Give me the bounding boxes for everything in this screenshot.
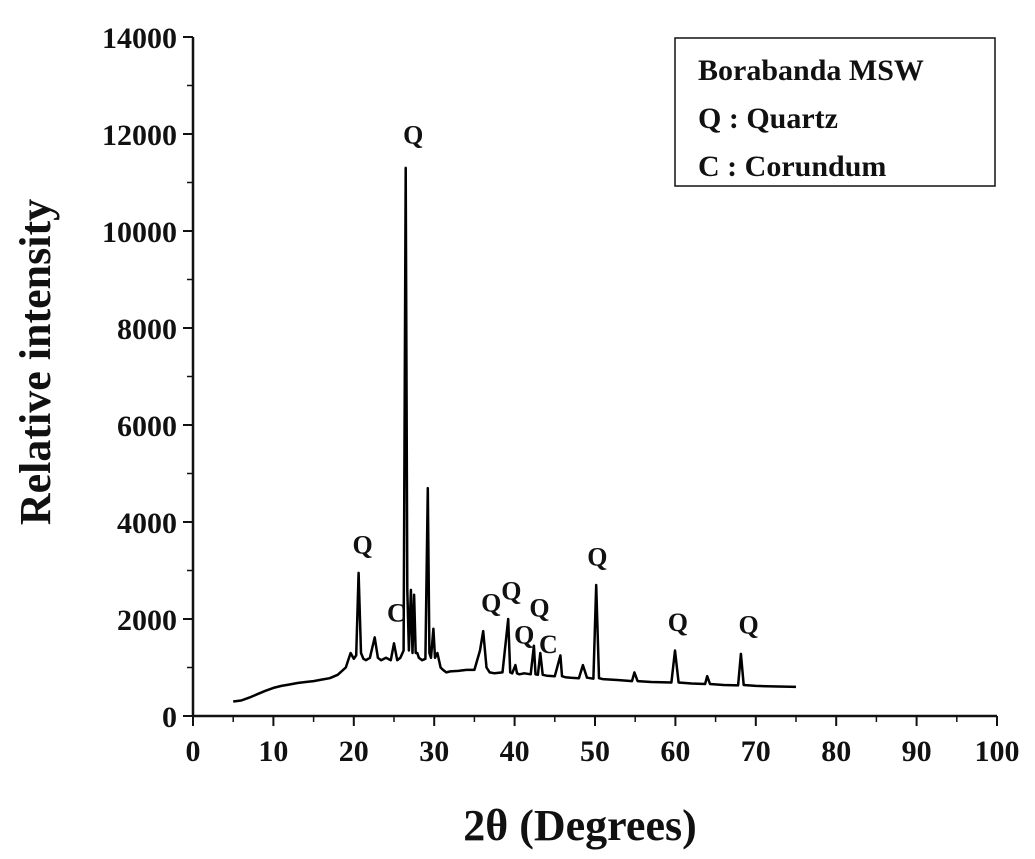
legend-line-1: Borabanda MSW	[698, 54, 924, 87]
peak-label: Q	[403, 121, 423, 150]
x-tick-label: 60	[660, 735, 690, 768]
x-tick-label: 30	[419, 735, 449, 768]
peak-label: C	[387, 598, 406, 627]
y-tick-label: 10000	[102, 216, 177, 249]
x-tick-label: 80	[821, 735, 851, 768]
y-axis-title: Relative intensity	[11, 199, 60, 525]
peak-label: Q	[514, 620, 534, 649]
y-tick-label: 2000	[117, 604, 177, 637]
peak-label: Q	[668, 608, 688, 637]
x-tick-label: 90	[902, 735, 932, 768]
x-tick-label: 70	[741, 735, 771, 768]
series-line	[233, 166, 797, 703]
x-tick-label: 100	[975, 735, 1020, 768]
peak-label: Q	[353, 531, 373, 560]
x-axis-title: 2θ (Degrees)	[463, 801, 697, 850]
legend-line-3: C : Corundum	[698, 150, 886, 183]
y-axis-ticks: 0 2000 4000 6000 8000 10000 12000 14000	[102, 22, 193, 734]
y-tick-label: 6000	[117, 410, 177, 443]
y-tick-label: 4000	[117, 507, 177, 540]
x-tick-label: 10	[258, 735, 288, 768]
peak-label: C	[539, 630, 558, 659]
x-axis-ticks: 0 10 20 30 40 50 60 70 80 90 100	[186, 716, 1020, 768]
peak-label: Q	[481, 589, 501, 618]
y-tick-label: 8000	[117, 313, 177, 346]
x-tick-label: 50	[580, 735, 610, 768]
peak-label: Q	[738, 611, 758, 640]
peak-label: Q	[501, 577, 521, 606]
x-tick-label: 0	[186, 735, 201, 768]
peak-label: Q	[529, 594, 549, 623]
y-tick-label: 14000	[102, 22, 177, 55]
y-tick-label: 0	[162, 701, 177, 734]
x-tick-label: 20	[339, 735, 369, 768]
x-tick-label: 40	[500, 735, 530, 768]
legend-line-2: Q : Quartz	[698, 102, 838, 135]
legend-box	[674, 37, 996, 187]
peak-label: Q	[587, 543, 607, 572]
y-tick-label: 12000	[102, 119, 177, 152]
legend: Borabanda MSW Q : Quartz C : Corundum	[674, 37, 996, 187]
series-layer	[233, 166, 797, 703]
